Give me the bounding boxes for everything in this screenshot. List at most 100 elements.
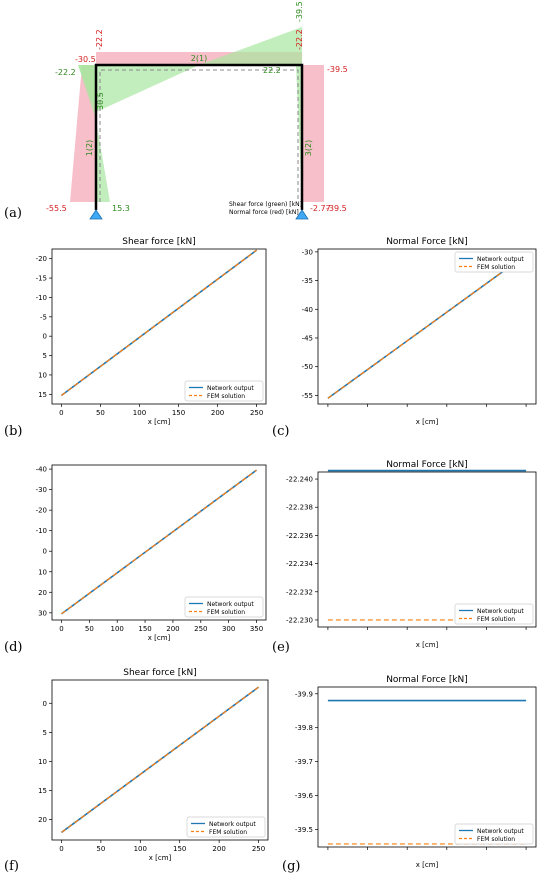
- value-right-col-bottom-normal: -39.5: [326, 204, 347, 213]
- chart-b-ytick-label: -5: [40, 313, 47, 321]
- chart-d-ytick-label: 30: [38, 609, 47, 617]
- beam-shear-region: [96, 27, 302, 112]
- chart-c-legend-label: FEM solution: [477, 264, 515, 271]
- panel-label-g: (g): [282, 859, 301, 874]
- chart-d-xtick-label: 250: [194, 625, 207, 633]
- chart-e-legend: [454, 603, 534, 625]
- chart-f-ytick-label: 20: [38, 816, 47, 824]
- chart-f-xtick-label: 250: [252, 845, 265, 853]
- frame-legend-shear: Shear force (green) [kN]: [229, 201, 302, 208]
- value-left-col-top-shear: -22.2: [55, 68, 76, 77]
- chart-d-xtick-label: 350: [250, 625, 263, 633]
- chart-f-ytick-label: 15: [38, 787, 47, 795]
- chart-d-xtick-label: 150: [138, 625, 151, 633]
- chart-f-xtick-label: 200: [212, 845, 225, 853]
- chart-g-legend: [454, 823, 534, 845]
- chart-f-series-fem: [61, 686, 259, 833]
- frame-legend-normal: Normal force (red) [kN]: [229, 209, 299, 216]
- value-left-col-bottom-shear: 15.3: [112, 204, 130, 213]
- chart-b-ytick-label: -15: [36, 275, 47, 283]
- chart-b-ytick-label: 15: [38, 391, 47, 399]
- value-beam-right-normal: -22.2: [295, 29, 304, 50]
- chart-f-xtick-label: 50: [96, 845, 105, 853]
- chart-d-xtick-label: 0: [59, 625, 63, 633]
- chart-c-ytick-label: -40: [302, 306, 313, 314]
- panel-label-a: (a): [4, 206, 22, 221]
- chart-e-axes: [317, 471, 537, 628]
- chart-d-ytick-label: -40: [36, 466, 47, 474]
- chart-b-legend: [184, 380, 264, 402]
- chart-d-ytick-label: -20: [36, 507, 47, 515]
- chart-b-xtick-label: 250: [250, 409, 263, 417]
- chart-b-xtick-label: 0: [59, 409, 63, 417]
- chart-f-ytick-label: 0: [43, 700, 47, 708]
- chart-f-xtick-label: 150: [173, 845, 186, 853]
- chart-f-ytick-label: 10: [38, 758, 47, 766]
- chart-d-legend-label: FEM solution: [207, 609, 245, 616]
- frame-members: [94, 63, 304, 210]
- chart-b-ytick-label: 5: [43, 352, 47, 360]
- chart-c-ytick-label: -30: [302, 248, 313, 256]
- support-left-icon: [89, 209, 103, 220]
- chart-e-ytick-label: -22.236: [286, 532, 314, 540]
- chart-d-xtick-label: 50: [85, 625, 94, 633]
- undeformed-outline: [99, 69, 299, 202]
- chart-g-xlabel: x [cm]: [416, 861, 439, 869]
- chart-g-ytick-label: -39.7: [295, 758, 313, 766]
- chart-e-ytick-label: -22.238: [286, 504, 313, 512]
- chart-b-title: Shear force [kN]: [122, 237, 196, 247]
- chart-c-xlabel: x [cm]: [416, 418, 439, 426]
- chart-d-ytick-label: 20: [38, 589, 47, 597]
- value-left-col-bottom-normal: -55.5: [46, 204, 67, 213]
- chart-e-ytick-label: -22.234: [286, 560, 314, 568]
- chart-e-title: Normal Force [kN]: [386, 460, 468, 470]
- chart-c-ytick-label: -45: [302, 334, 313, 342]
- support-right-icon: [295, 209, 309, 220]
- chart-b-series-fem: [61, 249, 257, 396]
- value-right-col-top-normal: -39.5: [327, 65, 348, 74]
- chart-d-series-fem: [61, 469, 257, 615]
- chart-f-xtick-label: 0: [59, 845, 63, 853]
- member-label-3: 3(2): [304, 140, 313, 156]
- chart-c-ytick-label: -35: [302, 277, 313, 285]
- chart-c-series-fem: [327, 254, 527, 399]
- chart-d-xtick-label: 300: [222, 625, 235, 633]
- chart-f-xtick-label: 100: [134, 845, 147, 853]
- panel-label-d: (d): [4, 640, 23, 655]
- chart-g-ytick-label: -39.5: [295, 826, 313, 834]
- chart-g-title: Normal Force [kN]: [386, 675, 468, 685]
- chart-b-xlabel: x [cm]: [148, 418, 171, 426]
- chart-c-ytick-label: -55: [302, 392, 313, 400]
- chart-b-ytick-label: 10: [38, 371, 47, 379]
- chart-f-legend: [186, 816, 266, 838]
- panel-label-b: (b): [4, 424, 23, 439]
- chart-f-legend-label: FEM solution: [209, 829, 247, 836]
- chart-b-ytick-label: -20: [36, 255, 47, 263]
- chart-b-xtick-label: 200: [211, 409, 224, 417]
- member-label-2: 2(1): [191, 54, 207, 63]
- chart-d-ytick-label: -30: [36, 486, 47, 494]
- chart-d-ytick-label: 0: [43, 548, 47, 556]
- chart-e-xlabel: x [cm]: [416, 641, 439, 649]
- value-beam-right-shear: 22.2: [263, 66, 281, 75]
- chart-b-legend-label: Network output: [207, 385, 254, 392]
- chart-e-ytick-label: -22.240: [286, 476, 313, 484]
- panel-label-e: (e): [272, 640, 290, 655]
- chart-e-legend-label: Network output: [477, 608, 524, 615]
- chart-f-legend-label: Network output: [209, 821, 256, 828]
- chart-c-legend: [454, 251, 534, 273]
- value-left-col-mid: 30.5: [96, 92, 105, 110]
- right-col-normal-region: [302, 65, 324, 202]
- chart-b-axes: [51, 248, 267, 405]
- left-col-shear-region: [78, 65, 110, 202]
- chart-b-ytick-label: -10: [36, 294, 47, 302]
- chart-f-ytick-label: 5: [43, 729, 47, 737]
- chart-d-xlabel: x [cm]: [148, 634, 171, 642]
- value-left-col-top-normal: -30.5: [75, 55, 96, 64]
- chart-d-ytick-label: 10: [38, 568, 47, 576]
- chart-e-ytick-label: -22.232: [286, 588, 313, 596]
- chart-g-ytick-label: -39.6: [295, 792, 314, 800]
- chart-g-legend-label: FEM solution: [477, 836, 515, 843]
- chart-b-xtick-label: 50: [96, 409, 105, 417]
- value-beam-right-shear-top: -39.5: [295, 1, 304, 22]
